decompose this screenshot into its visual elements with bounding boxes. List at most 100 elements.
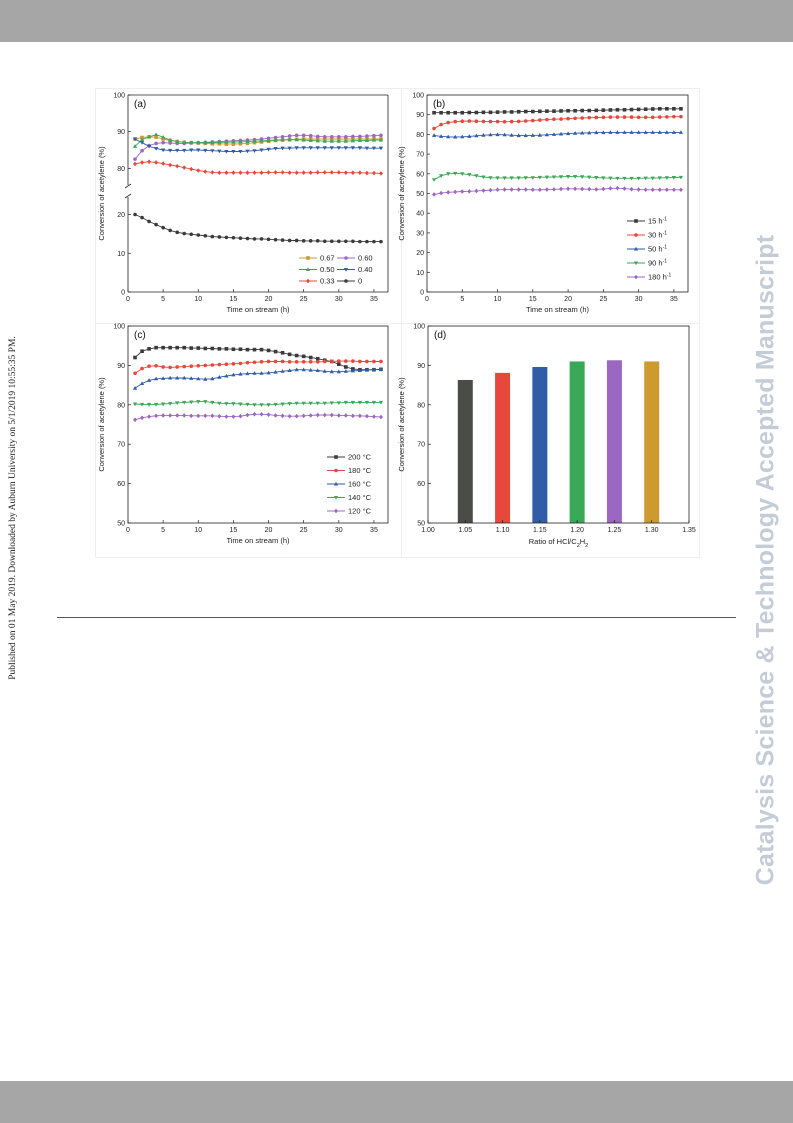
panel-c-data-point — [154, 363, 158, 368]
panel-b-data-point — [446, 172, 451, 176]
panel-c-data-point — [168, 375, 173, 380]
panel-c-data-point — [224, 362, 229, 367]
panel-b-data-point — [545, 117, 549, 122]
panel-c-data-point — [280, 402, 285, 407]
panel-b-data-point — [664, 176, 669, 180]
panel-a-data-point — [294, 137, 299, 142]
panel-c-ytick-label: 60 — [117, 481, 125, 488]
panel-a-data-point — [273, 170, 278, 175]
panel-a-data-point — [308, 239, 313, 243]
panel-b-data-point — [657, 130, 662, 134]
panel-b-x-axis-label: Time on stream (h) — [526, 305, 590, 314]
panel-c-data-point — [210, 400, 215, 405]
panel-b-data-point — [488, 110, 493, 115]
panel-b-xtick-label: 30 — [635, 296, 643, 303]
panel-b-data-point — [580, 116, 584, 120]
panel-a-data-point — [308, 170, 313, 176]
panel-b-data-point — [615, 107, 620, 112]
panel-a-data-point — [252, 170, 257, 176]
panel-b-data-point — [523, 176, 528, 180]
panel-c-data-point — [350, 413, 355, 419]
panel-c-data-point — [308, 401, 313, 406]
panel-b-legend-label: 15 h-1 — [648, 217, 667, 226]
panel-d-xtick-label: 1.15 — [533, 527, 547, 534]
panel-a-ytick-label: 80 — [117, 166, 125, 173]
panel-c-data-point — [182, 375, 187, 380]
panel-b-data-point — [509, 176, 514, 181]
panel-a-data-point — [203, 148, 208, 153]
panel-c-data-point — [210, 413, 215, 419]
panel-d-ytick-label: 50 — [417, 521, 425, 528]
panel-c-data-point — [301, 354, 306, 359]
panel-b-data-point — [678, 175, 684, 180]
panel-c-xtick-label: 5 — [161, 527, 165, 534]
panel-c-legend-marker — [334, 508, 338, 514]
panel-d-bar — [457, 379, 473, 523]
panel-b-data-point — [509, 132, 514, 137]
panel-b-data-point — [537, 132, 542, 137]
panel-c-data-point — [154, 376, 159, 381]
panel-c-data-point — [259, 371, 264, 375]
panel-c-data-point — [273, 369, 278, 374]
panel-a-data-point — [329, 146, 334, 150]
panel-b-data-point — [657, 176, 662, 181]
panel-a-data-point — [273, 135, 278, 140]
panel-c-data-point — [365, 359, 369, 364]
panel-a-xtick-label: 5 — [161, 296, 165, 303]
panel-b-data-point — [643, 130, 648, 134]
panel-a-axis-break-mark — [124, 183, 132, 189]
panel-b-data-point — [545, 109, 549, 113]
panel-b-data-point — [558, 131, 564, 136]
panel-b-data-point — [544, 132, 550, 137]
panel-b-data-point — [608, 108, 613, 112]
panel-c-data-point — [252, 403, 257, 407]
panel-b-data-point — [594, 187, 599, 192]
panel-c-data-point — [245, 371, 250, 376]
panel-b-ytick-label: 10 — [416, 270, 424, 277]
panel-b-data-point — [474, 133, 479, 138]
panel-c-data-point — [224, 402, 229, 406]
panel-a-data-point — [379, 133, 383, 138]
panel-b-ytick-label: 100 — [412, 93, 424, 100]
panel-b-data-point — [672, 114, 676, 119]
panel-a-data-point — [322, 170, 327, 175]
panel-a-data-point — [336, 146, 341, 150]
panel-d-panel-label: (d) — [434, 330, 446, 341]
panel-c-data-point — [301, 401, 306, 406]
panel-a-data-point — [224, 170, 229, 176]
panel-b-data-point — [587, 108, 592, 113]
panel-a-data-point — [322, 135, 327, 139]
panel-c-data-point — [336, 369, 341, 374]
panel-b-area — [402, 89, 699, 323]
panel-b-panel-label: (b) — [433, 99, 445, 110]
panel-a-data-point — [308, 138, 313, 142]
panel-c-data-point — [378, 400, 384, 405]
panel-b-data-point — [587, 175, 592, 180]
panel-b-data-point — [580, 130, 585, 135]
panel-b-data-point — [587, 186, 592, 192]
panel-a-data-point — [294, 133, 299, 138]
panel-a-data-point — [378, 146, 384, 151]
panel-c-data-point — [357, 368, 362, 373]
panel-b-data-point — [650, 115, 655, 120]
panel-c-data-point — [301, 367, 306, 372]
panel-b-data-point — [481, 110, 486, 115]
panel-a-ytick-label: 90 — [117, 129, 125, 136]
panel-b-data-point — [439, 174, 444, 178]
panel-b-data-point — [615, 115, 620, 119]
panel-a-data-point — [337, 137, 341, 141]
panel-a-ytick-label: 20 — [117, 212, 125, 219]
panel-b-data-point — [488, 187, 493, 193]
panel-b-data-point — [671, 176, 676, 180]
panel-b-data-point — [502, 110, 507, 114]
panel-a-data-point — [343, 170, 348, 176]
panel-b-data-point — [446, 134, 451, 139]
panel-a-legend-marker — [344, 256, 348, 260]
panel-c-data-point — [238, 361, 243, 366]
panel-a-data-point — [287, 134, 292, 138]
panel-c-data-point — [182, 400, 187, 405]
panel-c-y-axis-label: Conversion of acetylene (%) — [97, 377, 106, 472]
panel-d-ytick-label: 90 — [417, 363, 425, 370]
panel-b-data-point — [650, 176, 655, 181]
panel-a-data-point — [146, 144, 152, 149]
